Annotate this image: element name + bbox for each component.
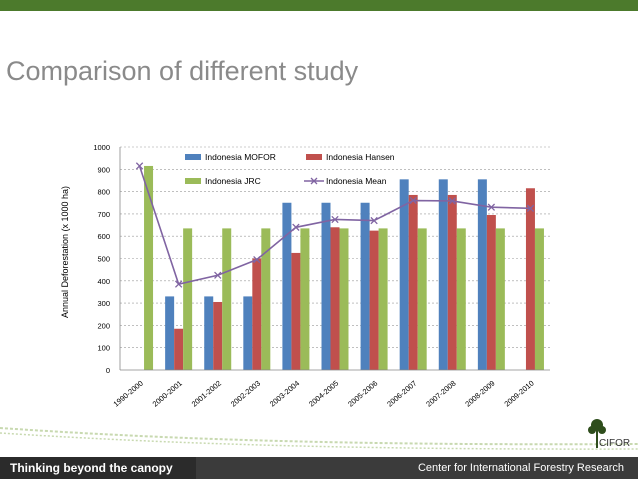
bar	[213, 301, 223, 370]
bar	[321, 202, 331, 370]
tree-logo-icon	[588, 419, 606, 448]
bar	[183, 228, 193, 370]
mean-point-marker	[214, 271, 222, 279]
bar	[408, 194, 418, 370]
cifor-logo-text: CIFOR	[599, 438, 631, 449]
bar	[495, 228, 505, 370]
bar	[525, 188, 535, 370]
mean-point-marker	[292, 223, 300, 231]
legend: Indonesia MOFOR Indonesia Hansen Indonesia…	[185, 152, 395, 186]
bar	[417, 228, 427, 370]
slide-title: Comparison of different study	[6, 56, 359, 86]
bar	[282, 202, 292, 370]
y-tick-label: 600	[97, 232, 110, 241]
bar	[300, 228, 310, 370]
y-tick-label: 200	[97, 321, 110, 330]
mean-point-marker	[253, 255, 261, 264]
bar	[438, 179, 448, 370]
y-tick-label: 100	[97, 344, 110, 353]
footer-left-panel	[0, 457, 196, 479]
bar	[456, 228, 466, 370]
bar	[330, 227, 340, 370]
bar	[339, 228, 349, 370]
y-tick-label: 800	[97, 188, 110, 197]
legend-swatch	[306, 154, 322, 160]
bar	[144, 165, 154, 370]
legend-label: Indonesia MOFOR	[205, 152, 276, 162]
legend-swatch	[185, 154, 201, 160]
footer-organization: Center for International Forestry Resear…	[417, 462, 624, 474]
bars	[144, 165, 544, 370]
bar	[243, 296, 253, 370]
bar	[204, 296, 214, 370]
bar	[447, 194, 457, 370]
mean-point-marker	[448, 197, 456, 205]
bar	[369, 230, 379, 370]
bar	[360, 202, 370, 370]
bar	[534, 228, 544, 370]
footer-tagline: Thinking beyond the canopy	[10, 461, 173, 475]
bar	[399, 179, 409, 370]
bar	[165, 296, 175, 370]
top-band	[0, 0, 638, 11]
y-tick-label: 900	[97, 165, 110, 174]
bar	[261, 228, 271, 370]
y-tick-label: 0	[106, 366, 110, 375]
y-tick-label: 1000	[93, 143, 110, 152]
bar	[486, 215, 496, 370]
legend-label: Indonesia Mean	[326, 176, 387, 186]
axes	[119, 147, 550, 371]
bar	[222, 228, 232, 370]
mean-point-marker	[409, 196, 417, 205]
legend-swatch	[185, 178, 201, 184]
bar	[477, 179, 487, 370]
mean-point-marker	[135, 162, 144, 170]
y-tick-label: 300	[97, 299, 110, 308]
mean-point-marker	[370, 216, 378, 225]
bar	[291, 252, 301, 370]
mean-point-marker	[487, 203, 496, 211]
mean-point-marker	[174, 280, 183, 288]
bar	[378, 228, 388, 370]
bar	[174, 328, 184, 370]
mean-point-marker	[331, 215, 339, 224]
y-tick-label: 400	[97, 277, 110, 286]
legend-label: Indonesia JRC	[205, 176, 261, 186]
y-tick-label: 700	[97, 210, 110, 219]
bar	[252, 258, 262, 370]
mean-line	[135, 162, 535, 288]
legend-label: Indonesia Hansen	[326, 152, 395, 162]
legend-marker	[310, 177, 318, 185]
deforestation-chart: 010020030040050060070080090010001990-200…	[60, 143, 550, 409]
mean-point-marker	[526, 204, 535, 212]
y-tick-label: 500	[97, 255, 110, 264]
y-axis-label: Annual Deforestation (x 1000 ha)	[60, 186, 70, 318]
